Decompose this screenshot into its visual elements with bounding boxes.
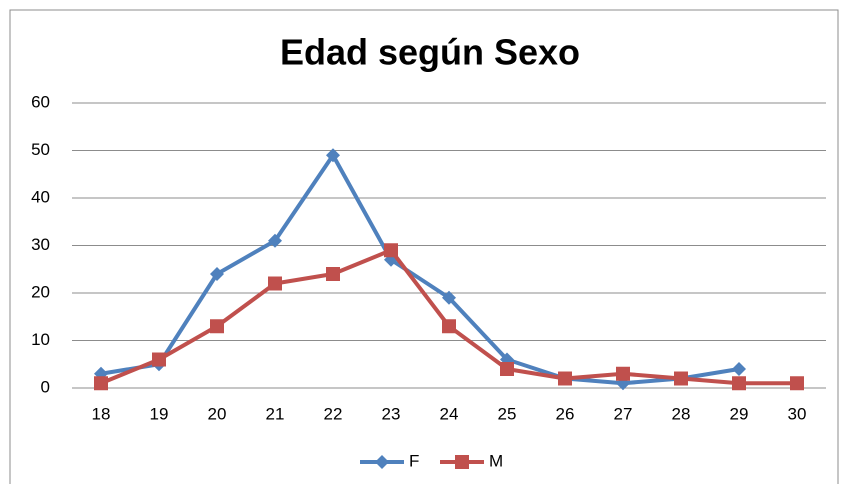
marker	[442, 290, 456, 305]
x-tick-label: 21	[266, 404, 285, 423]
y-tick-label: 30	[31, 235, 50, 254]
marker	[384, 243, 398, 258]
marker	[152, 352, 166, 367]
x-tick-label: 27	[614, 404, 633, 423]
marker	[210, 267, 224, 281]
legend-label: M	[489, 451, 503, 470]
series-line	[100, 153, 740, 386]
marker	[455, 455, 469, 469]
marker	[375, 455, 389, 469]
marker	[94, 376, 108, 391]
x-tick-label: 26	[556, 404, 575, 423]
marker	[732, 362, 746, 376]
chart-frame	[9, 9, 839, 484]
x-tick-label: 18	[92, 404, 111, 423]
x-tick-label: 19	[150, 404, 169, 423]
x-tick-label: 25	[498, 404, 517, 423]
x-tick-label: 30	[788, 404, 807, 423]
marker	[442, 319, 456, 334]
marker	[210, 319, 224, 334]
chart-title: Edad según Sexo	[280, 32, 580, 73]
y-tick-label: 50	[31, 140, 50, 159]
marker	[268, 233, 282, 248]
legend-label: F	[409, 451, 419, 470]
y-tick-label: 0	[41, 377, 50, 396]
x-tick-label: 28	[672, 404, 691, 423]
x-tick-label: 23	[382, 404, 401, 423]
x-tick-label: 22	[324, 404, 343, 423]
x-tick-label: 24	[440, 404, 459, 423]
y-tick-label: 20	[31, 282, 50, 301]
marker	[732, 376, 746, 391]
x-tick-label: 29	[730, 404, 749, 423]
marker	[326, 148, 340, 163]
marker	[558, 371, 572, 386]
marker	[268, 276, 282, 291]
marker	[326, 267, 340, 281]
marker	[616, 366, 630, 381]
marker	[674, 371, 688, 386]
x-tick-label: 20	[208, 404, 227, 423]
marker	[500, 362, 514, 376]
y-tick-label: 10	[31, 330, 50, 349]
y-tick-label: 60	[31, 92, 50, 111]
marker	[790, 376, 804, 391]
y-tick-label: 40	[31, 187, 50, 206]
